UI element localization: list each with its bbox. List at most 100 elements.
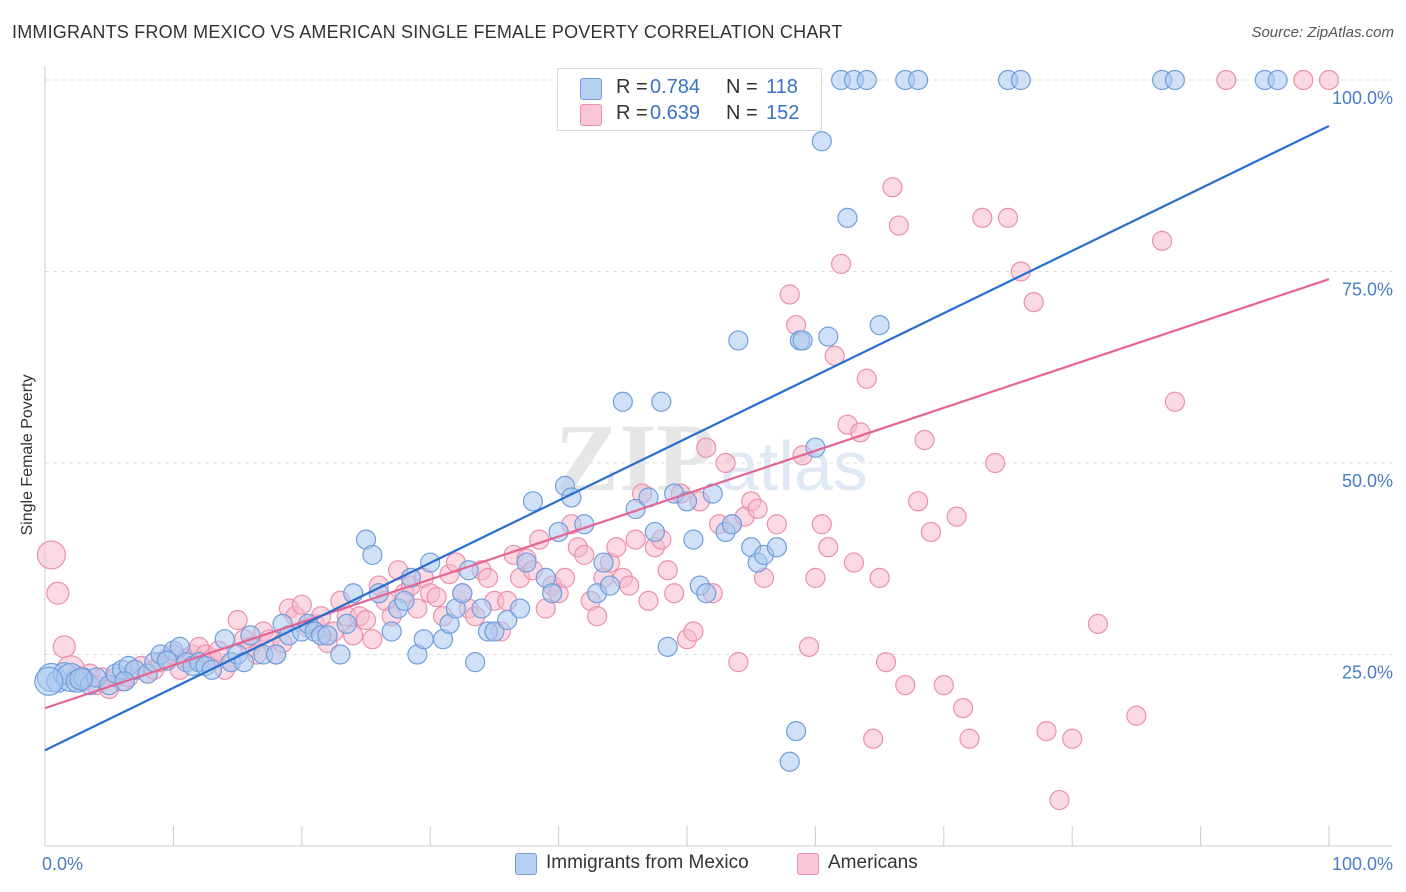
point-americans bbox=[477, 567, 499, 589]
point-mexico bbox=[856, 69, 877, 91]
point-mexico bbox=[452, 583, 473, 604]
point-mexico bbox=[34, 666, 64, 696]
point-mexico bbox=[497, 609, 518, 631]
point-mexico bbox=[869, 315, 890, 336]
y-tick-label: 100.0% bbox=[1332, 88, 1393, 108]
point-americans bbox=[798, 636, 820, 657]
point-americans bbox=[683, 621, 704, 642]
point-americans bbox=[606, 537, 627, 558]
point-mexico bbox=[484, 621, 505, 642]
point-americans bbox=[554, 567, 576, 589]
point-mexico bbox=[696, 583, 717, 604]
point-mexico bbox=[779, 751, 800, 772]
legend-label-mexico: Immigrants from Mexico bbox=[546, 852, 749, 873]
legend-n-value: 118 bbox=[766, 76, 798, 98]
legend-swatch-blue bbox=[580, 78, 602, 100]
legend-r-value: 0.639 bbox=[650, 102, 701, 124]
point-mexico bbox=[818, 326, 839, 347]
point-mexico bbox=[330, 644, 351, 665]
point-mexico bbox=[908, 69, 929, 91]
point-americans bbox=[696, 437, 717, 458]
point-mexico bbox=[792, 330, 813, 351]
x-tick-label-max: 100.0% bbox=[1332, 854, 1393, 874]
point-americans bbox=[811, 514, 832, 535]
y-tick-label: 50.0% bbox=[1342, 471, 1393, 491]
trend-lines bbox=[44, 124, 1330, 752]
point-americans bbox=[952, 698, 974, 719]
point-americans bbox=[715, 452, 736, 474]
point-mexico bbox=[612, 391, 633, 412]
point-americans bbox=[664, 583, 685, 604]
series-mexico-points bbox=[34, 69, 1288, 772]
point-mexico bbox=[548, 521, 569, 543]
point-mexico bbox=[651, 391, 672, 412]
point-mexico bbox=[1267, 69, 1288, 91]
point-americans bbox=[638, 590, 659, 611]
point-americans bbox=[46, 581, 70, 605]
point-mexico bbox=[413, 629, 434, 650]
legend-r-label: R = bbox=[616, 102, 648, 124]
point-americans bbox=[869, 567, 890, 589]
point-americans bbox=[1087, 613, 1108, 634]
legend-swatch-pink bbox=[797, 853, 819, 875]
point-americans bbox=[933, 675, 954, 696]
point-americans bbox=[972, 207, 993, 228]
point-americans bbox=[625, 529, 646, 550]
point-americans bbox=[1293, 69, 1314, 91]
point-americans bbox=[882, 177, 903, 198]
legend-n-value: 152 bbox=[766, 102, 800, 124]
point-americans bbox=[52, 635, 76, 659]
point-americans bbox=[914, 429, 935, 451]
axes bbox=[44, 66, 1392, 847]
correlation-legend: R = 0.784 N = 118 R = 0.639 N = 152 bbox=[557, 68, 822, 131]
legend-n-label: N = bbox=[726, 102, 758, 124]
point-americans bbox=[1023, 292, 1044, 313]
point-mexico bbox=[625, 498, 646, 520]
point-mexico bbox=[522, 491, 544, 512]
point-mexico bbox=[811, 131, 832, 152]
chart-title: IMMIGRANTS FROM MEXICO VS AMERICAN SINGL… bbox=[12, 22, 843, 42]
legend-label-americans: Americans bbox=[828, 852, 918, 873]
point-mexico bbox=[394, 590, 415, 611]
y-tick-label: 75.0% bbox=[1342, 280, 1393, 300]
point-americans bbox=[888, 215, 909, 236]
gridlines bbox=[45, 79, 1392, 655]
point-americans bbox=[362, 629, 383, 650]
point-americans bbox=[959, 728, 980, 749]
point-mexico bbox=[471, 598, 492, 619]
point-americans bbox=[1318, 69, 1340, 91]
legend-r-value: 0.784 bbox=[650, 76, 701, 98]
point-americans bbox=[1036, 720, 1057, 742]
point-americans bbox=[830, 253, 852, 274]
point-americans bbox=[574, 544, 595, 566]
y-tick-label: 25.0% bbox=[1342, 663, 1393, 683]
point-mexico bbox=[721, 514, 743, 535]
point-mexico bbox=[465, 652, 486, 673]
point-americans bbox=[728, 652, 749, 673]
x-tick-label-min: 0.0% bbox=[42, 854, 83, 874]
point-americans bbox=[843, 552, 865, 573]
point-americans bbox=[1049, 789, 1070, 811]
point-americans bbox=[426, 586, 447, 608]
point-americans bbox=[875, 652, 897, 673]
point-mexico bbox=[317, 625, 338, 646]
point-americans bbox=[657, 560, 678, 581]
legend-r-label: R = bbox=[616, 76, 648, 98]
point-americans bbox=[36, 540, 67, 570]
point-mexico bbox=[362, 544, 383, 566]
legend-swatch-pink bbox=[580, 104, 602, 126]
point-mexico bbox=[599, 575, 621, 596]
point-mexico bbox=[676, 491, 698, 512]
point-mexico bbox=[837, 207, 858, 228]
point-americans bbox=[805, 567, 826, 589]
point-americans bbox=[818, 537, 839, 558]
point-americans bbox=[908, 491, 929, 512]
point-mexico bbox=[1164, 69, 1186, 91]
point-americans bbox=[863, 728, 884, 749]
point-mexico bbox=[1010, 69, 1031, 91]
point-americans bbox=[747, 498, 768, 520]
tick-labels: 25.0% 50.0% 75.0% 100.0% 0.0% 100.0% bbox=[42, 88, 1393, 874]
point-americans bbox=[766, 514, 787, 535]
point-mexico bbox=[766, 537, 787, 558]
point-mexico bbox=[69, 667, 93, 691]
